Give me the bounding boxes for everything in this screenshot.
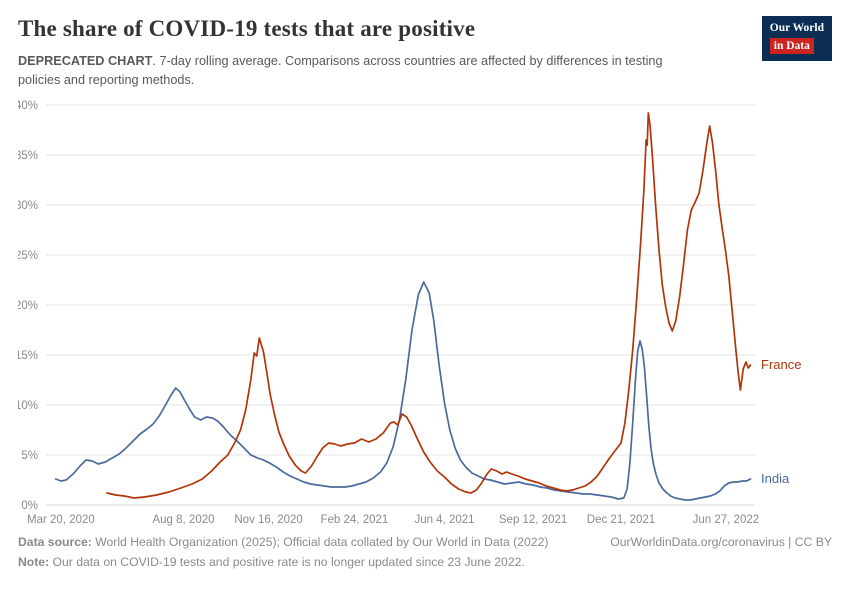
header: The share of COVID-19 tests that are pos… bbox=[18, 14, 832, 92]
x-axis-tick-label: Sep 12, 2021 bbox=[499, 514, 567, 526]
page-title: The share of COVID-19 tests that are pos… bbox=[18, 16, 476, 41]
x-axis-tick-label: Dec 21, 2021 bbox=[587, 514, 655, 526]
chart-canvas[interactable]: 0% 5% 10% 15% 20% 25% 30% 35% 40% Mar 20, 2020 Aug… bbox=[18, 92, 832, 527]
datasource-text: World Health Organization (2025); Offici… bbox=[91, 535, 549, 550]
chart-subtitle: DEPRECATED CHART. 7-day rolling average.… bbox=[18, 52, 708, 90]
owid-logo-line2: in Data bbox=[769, 37, 814, 55]
y-axis-tick-label: 0% bbox=[21, 500, 38, 512]
y-axis-tick-label: 15% bbox=[18, 350, 38, 362]
y-axis-tick-label: 30% bbox=[18, 200, 38, 212]
series-line-france[interactable] bbox=[106, 112, 752, 499]
header-text: The share of COVID-19 tests that are pos… bbox=[18, 14, 708, 92]
subtitle-text: . 7-day rolling average. Comparisons acr… bbox=[18, 54, 663, 88]
credit: OurWorldinData.org/coronavirus | CC BY bbox=[610, 533, 832, 553]
owid-logo-line1: Our World bbox=[769, 22, 824, 34]
credit-license[interactable]: CC BY bbox=[794, 535, 832, 550]
datasource: Data source: World Health Organization (… bbox=[18, 533, 548, 553]
footer-row-datasource: Data source: World Health Organization (… bbox=[18, 533, 832, 553]
series-line-india[interactable] bbox=[54, 281, 752, 501]
owid-logo[interactable]: Our World in Data bbox=[761, 16, 832, 62]
datasource-label: Data source: bbox=[18, 535, 92, 550]
x-axis-tick-label: Aug 8, 2020 bbox=[152, 514, 214, 526]
x-axis-tick-label: Nov 16, 2020 bbox=[234, 514, 302, 526]
y-axis-tick-label: 40% bbox=[18, 100, 38, 112]
y-axis-tick-label: 25% bbox=[18, 250, 38, 262]
footer-note: Note: Our data on COVID-19 tests and pos… bbox=[18, 553, 832, 573]
subtitle-deprecated-flag: DEPRECATED CHART bbox=[18, 54, 153, 68]
x-axis-tick-label: Mar 20, 2020 bbox=[27, 514, 95, 526]
y-axis-tick-label: 35% bbox=[18, 150, 38, 162]
note-text: Our data on COVID-19 tests and positive … bbox=[49, 554, 525, 569]
footer: Data source: World Health Organization (… bbox=[18, 533, 832, 572]
y-axis-tick-label: 10% bbox=[18, 400, 38, 412]
y-axis-tick-label: 20% bbox=[18, 300, 38, 312]
note-label: Note: bbox=[18, 554, 50, 569]
series-label-france: France bbox=[761, 357, 801, 372]
credit-separator: | bbox=[784, 535, 795, 550]
x-axis-tick-label: Jun 4, 2021 bbox=[414, 514, 474, 526]
x-axis-tick-label: Jun 27, 2022 bbox=[693, 514, 760, 526]
series-label-india: India bbox=[761, 471, 790, 486]
credit-link[interactable]: OurWorldinData.org/coronavirus bbox=[610, 535, 785, 550]
y-axis-tick-label: 5% bbox=[21, 450, 38, 462]
x-axis-tick-label: Feb 24, 2021 bbox=[321, 514, 389, 526]
